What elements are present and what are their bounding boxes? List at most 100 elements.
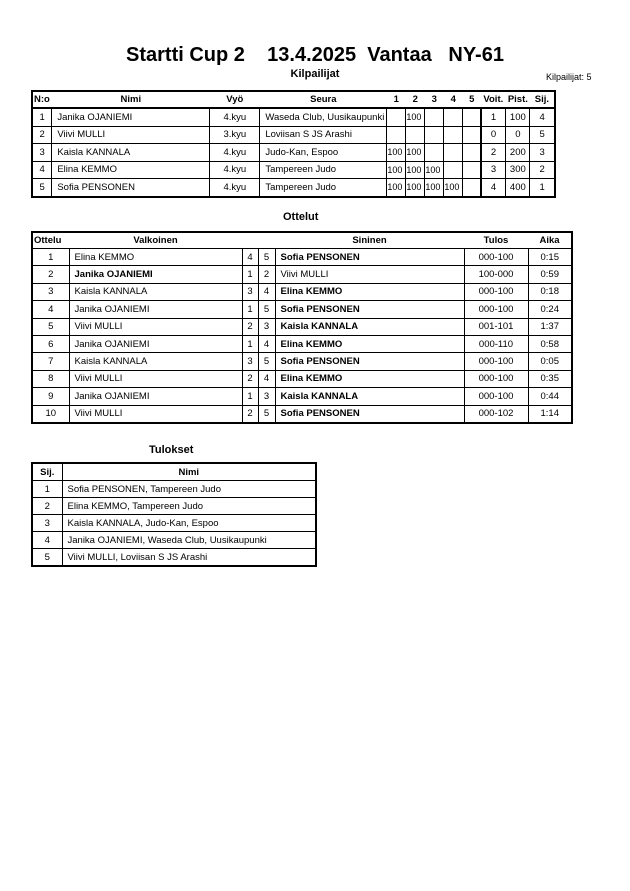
column-header: Sij. [31,462,63,481]
match-row: 6 Janika OJANIEMI 1 4 Elina KEMMO 000-110 0:58 [31,334,573,354]
match-row: 9 Janika OJANIEMI 1 3 Kaisla KANNALA 000-100 0… [31,387,573,406]
white-competitor: Kaisla KANNALA [68,282,243,302]
score-cell [443,125,464,144]
result-row: 4 Janika OJANIEMI, Waseda Club, Uusikaupu… [31,531,317,549]
score-cell: 100 [405,107,426,127]
result-row: 1 Sofia PENSONEN, Tampereen Judo [31,480,317,498]
column-header: Nimi [61,462,317,481]
competitor-club: Judo-Kan, Espoo [259,143,388,162]
competitor-belt: 3.kyu [209,125,261,144]
blue-competitor: Sofia PENSONEN [274,300,465,319]
competitor-number: 1 [31,107,53,127]
competitors-table: N:o Nimi Vyö Seura 1 2 3 4 5 Voit. Pist. Sij. 1 Jani… [31,90,556,198]
match-number: 7 [31,352,70,371]
white-competitor: Elina KEMMO [68,247,243,267]
competitor-row: 5 Sofia PENSONEN 4.kyu Tampereen Judo 100 100… [31,178,556,197]
match-time: 1:37 [527,317,573,336]
match-row: 5 Viivi MULLI 2 3 Kaisla KANNALA 001-101 1:37 [31,317,573,336]
match-result: 000-100 [463,247,529,267]
white-number: 3 [241,282,259,302]
result-name: Sofia PENSONEN, Tampereen Judo [61,480,317,498]
column-header: 1 [386,90,406,109]
competitor-row: 3 Kaisla KANNALA 4.kyu Judo-Kan, Espoo 100 10… [31,143,556,162]
header-spacer [242,231,275,249]
match-result: 000-100 [463,387,529,406]
match-time: 0:58 [527,334,573,354]
competitor-club: Loviisan S JS Arashi [259,125,388,144]
match-row: 4 Janika OJANIEMI 1 5 Sofia PENSONEN 000-100 0… [31,300,573,319]
competitor-rank: 5 [529,125,556,144]
competitor-name: Viivi MULLI [51,125,211,144]
score-cell: 100 [424,160,445,179]
white-competitor: Janika OJANIEMI [68,265,243,284]
match-time: 0:05 [527,352,573,371]
competitor-rank: 2 [529,160,556,179]
column-header: Seura [259,90,387,109]
competitor-name: Janika OJANIEMI [51,107,211,127]
blue-number: 4 [257,369,276,389]
match-row: 1 Elina KEMMO 4 5 Sofia PENSONEN 000-100 0:15 [31,247,573,267]
column-header: Ottelu [32,231,69,249]
blue-number: 2 [257,265,276,284]
competitor-points: 0 [505,125,531,144]
blue-competitor: Elina KEMMO [274,282,465,302]
column-header: Aika [528,231,572,249]
white-competitor: Janika OJANIEMI [68,387,243,406]
white-competitor: Viivi MULLI [68,317,243,336]
competitor-belt: 4.kyu [209,107,261,127]
result-rank: 3 [31,514,63,532]
match-time: 0:44 [527,387,573,406]
blue-competitor: Elina KEMMO [274,334,465,354]
blue-number: 5 [257,404,276,424]
blue-number: 4 [257,282,276,302]
blue-competitor: Kaisla KANNALA [274,387,465,406]
match-number: 4 [31,300,70,319]
column-header: Sij. [529,90,555,109]
competitor-number: 5 [31,178,53,197]
blue-number: 5 [257,300,276,319]
matches-table: Ottelu Valkoinen Sininen Tulos Aika 1 Elina K… [31,231,573,424]
score-cell: 100 [405,178,426,197]
column-header: Voit. [480,90,506,109]
score-cell [386,125,407,144]
competitor-rank: 4 [529,107,556,127]
match-row: 2 Janika OJANIEMI 1 2 Viivi MULLI 100-000 0:59 [31,265,573,284]
result-row: 2 Elina KEMMO, Tampereen Judo [31,497,317,515]
competitor-wins: 2 [480,143,507,162]
result-name: Kaisla KANNALA, Judo-Kan, Espoo [61,514,317,532]
page-title: Startti Cup 2 13.4.2025 Vantaa NY-61 [126,44,504,66]
match-number: 3 [31,282,70,302]
blue-competitor: Sofia PENSONEN [274,247,465,267]
competitors-heading: Kilpailijat [290,68,340,80]
match-number: 5 [31,317,70,336]
result-rank: 4 [31,531,63,549]
match-time: 0:24 [527,300,573,319]
white-number: 1 [241,265,259,284]
result-row: 5 Viivi MULLI, Loviisan S JS Arashi [31,548,317,567]
column-header: 4 [443,90,463,109]
score-cell: 100 [405,160,426,179]
match-result: 000-100 [463,300,529,319]
match-result: 100-000 [463,265,529,284]
competitor-wins: 1 [480,107,507,127]
result-rank: 2 [31,497,63,515]
match-time: 0:15 [527,247,573,267]
white-competitor: Janika OJANIEMI [68,334,243,354]
match-result: 000-100 [463,282,529,302]
white-number: 2 [241,369,259,389]
blue-number: 4 [257,334,276,354]
competitor-row: 2 Viivi MULLI 3.kyu Loviisan S JS Arashi 0 0 5 [31,125,556,144]
score-cell: 100 [386,178,407,197]
white-number: 4 [241,247,259,267]
match-number: 8 [31,369,70,389]
blue-competitor: Sofia PENSONEN [274,352,465,371]
match-result: 000-110 [463,334,529,354]
competitor-number: 4 [31,160,53,179]
match-number: 2 [31,265,70,284]
match-result: 000-100 [463,352,529,371]
score-cell [424,107,445,127]
score-cell [443,160,464,179]
column-header: 2 [405,90,425,109]
match-row: 7 Kaisla KANNALA 3 5 Sofia PENSONEN 000-100 0:… [31,352,573,371]
score-cell [443,107,464,127]
